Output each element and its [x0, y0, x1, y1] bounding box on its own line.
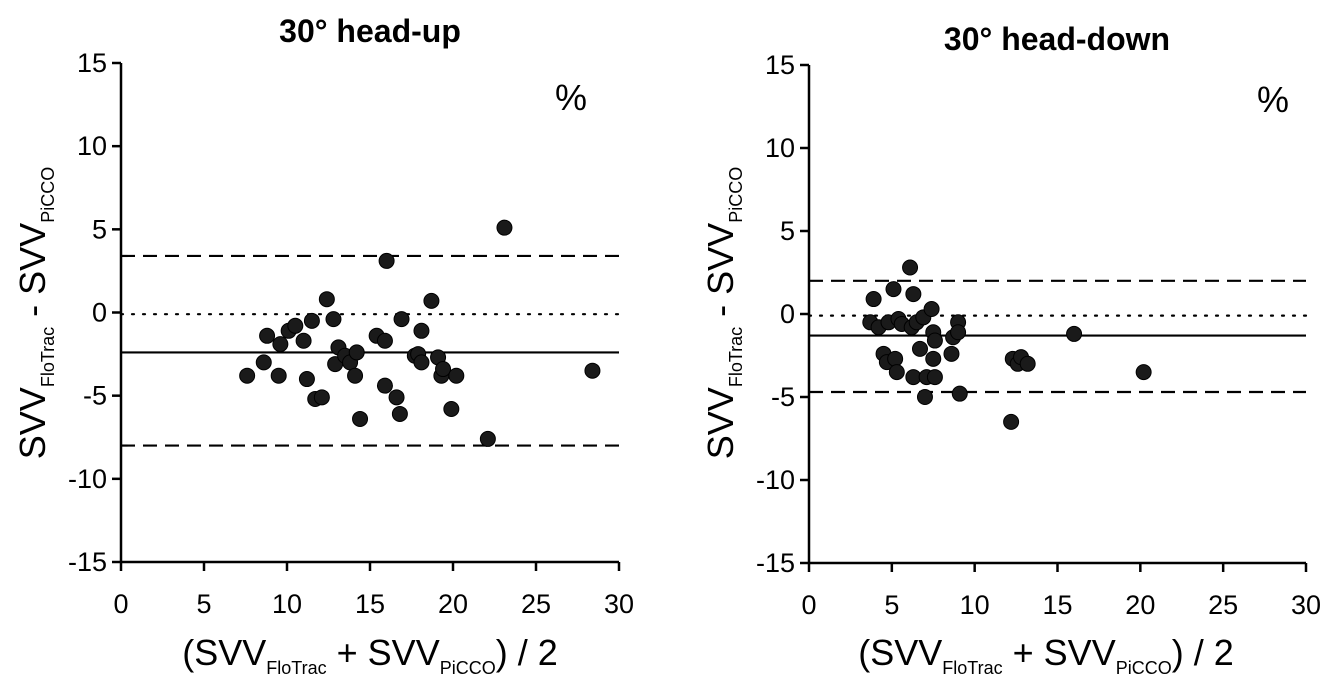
y-tick-label: 5 — [92, 214, 107, 244]
data-point — [313, 389, 330, 406]
chart-title: 30° head-up — [279, 13, 461, 49]
data-point — [376, 332, 393, 349]
y-tick-label: 10 — [765, 133, 795, 163]
data-point — [376, 377, 393, 394]
data-point — [951, 385, 968, 402]
y-tick-label: -10 — [756, 465, 795, 495]
data-point — [916, 389, 933, 405]
data-point — [303, 312, 320, 329]
data-point — [887, 350, 904, 367]
x-tick-label: 10 — [272, 589, 302, 619]
x-axis-label: (SVVFloTrac + SVVPiCCO) / 2 — [858, 632, 1233, 677]
data-point — [435, 361, 452, 378]
data-point — [926, 369, 943, 386]
data-point — [479, 430, 496, 447]
data-point — [413, 322, 430, 339]
data-point — [393, 311, 410, 328]
data-point — [888, 364, 905, 381]
data-point — [388, 389, 405, 406]
data-point — [905, 286, 922, 303]
data-point — [865, 291, 882, 308]
data-point — [239, 367, 256, 384]
data-point — [443, 400, 460, 417]
unit-label: % — [1257, 79, 1289, 120]
chart-title: 30° head-down — [944, 21, 1170, 57]
data-point — [295, 332, 312, 349]
data-point — [391, 405, 408, 422]
y-tick-label: 0 — [780, 299, 795, 329]
data-point — [885, 281, 902, 298]
y-axis-label: SVVFloTrac - SVVPiCCO — [700, 167, 746, 459]
data-point — [347, 367, 364, 384]
x-tick-label: 5 — [196, 589, 211, 619]
data-point — [352, 410, 369, 427]
data-point — [325, 311, 342, 328]
x-tick-label: 25 — [1208, 590, 1238, 620]
y-tick-label: 10 — [77, 131, 107, 161]
data-point — [259, 327, 276, 344]
y-tick-label: -5 — [771, 382, 795, 412]
x-tick-label: 15 — [1042, 590, 1072, 620]
data-point — [943, 345, 960, 362]
x-axis-label: (SVVFloTrac + SVVPiCCO) / 2 — [182, 632, 557, 677]
data-point — [584, 362, 601, 379]
data-point — [1003, 413, 1020, 430]
x-tick-label: 10 — [960, 590, 990, 620]
y-tick-label: 15 — [77, 48, 107, 78]
x-tick-label: 0 — [113, 589, 128, 619]
y-tick-label: -15 — [756, 548, 795, 578]
data-point — [378, 252, 395, 269]
data-point — [950, 324, 967, 341]
data-point — [1135, 364, 1152, 381]
data-point — [423, 292, 440, 309]
data-point — [923, 301, 940, 318]
y-tick-label: -15 — [68, 547, 107, 577]
x-tick-label: 0 — [801, 590, 816, 620]
x-tick-label: 30 — [1291, 590, 1321, 620]
x-tick-label: 15 — [355, 589, 385, 619]
data-point — [448, 367, 465, 384]
y-tick-label: -5 — [83, 381, 107, 411]
data-point — [318, 291, 335, 308]
y-tick-label: 5 — [780, 216, 795, 246]
data-point — [298, 371, 315, 388]
data-point — [496, 219, 513, 236]
x-tick-label: 25 — [521, 589, 551, 619]
data-point — [413, 354, 430, 371]
data-point — [287, 317, 304, 334]
data-point — [348, 344, 365, 361]
data-point — [255, 354, 272, 371]
data-point — [925, 350, 942, 367]
data-point — [905, 369, 922, 386]
y-axis-label: SVVFloTrac - SVVPiCCO — [12, 167, 58, 459]
data-point — [1066, 325, 1083, 342]
x-tick-label: 5 — [884, 590, 899, 620]
x-tick-label: 20 — [438, 589, 468, 619]
x-tick-label: 30 — [604, 589, 634, 619]
data-point — [272, 336, 289, 353]
y-tick-label: 0 — [92, 298, 107, 328]
data-point — [1019, 355, 1036, 372]
data-point — [270, 367, 287, 384]
data-point — [902, 259, 919, 276]
y-tick-label: 15 — [765, 50, 795, 80]
data-point — [926, 332, 943, 349]
x-tick-label: 20 — [1125, 590, 1155, 620]
unit-label: % — [555, 77, 587, 118]
data-point — [911, 340, 928, 357]
y-tick-label: -10 — [68, 464, 107, 494]
